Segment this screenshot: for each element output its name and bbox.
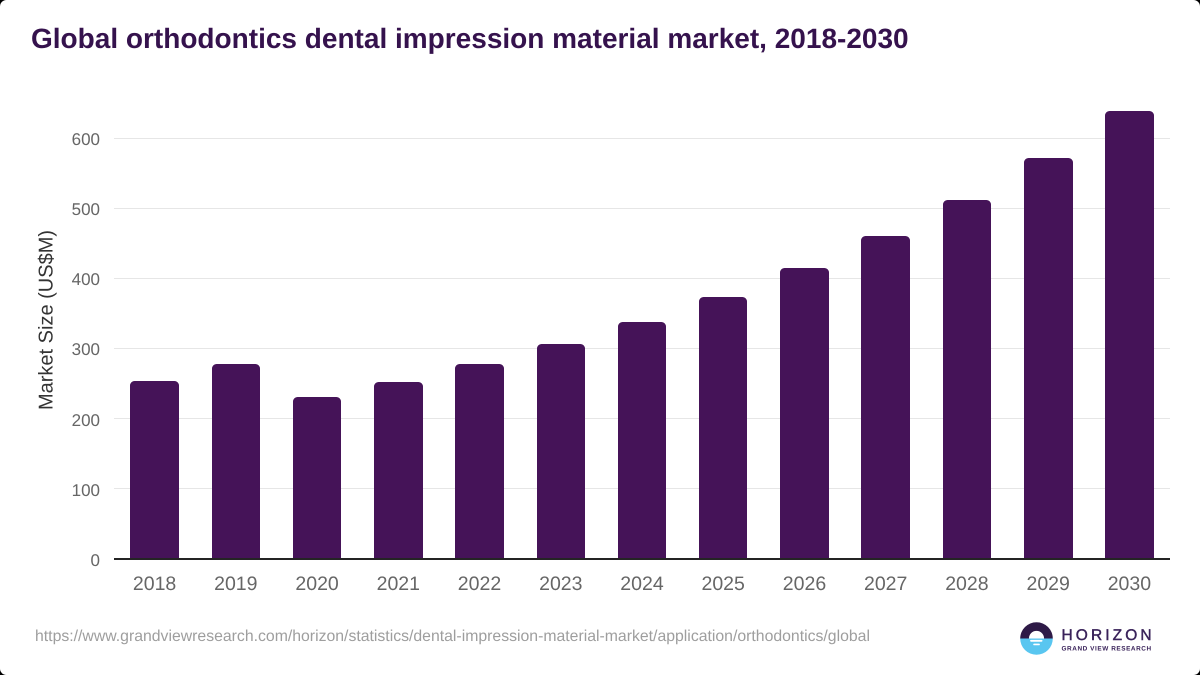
svg-text:GRAND VIEW RESEARCH: GRAND VIEW RESEARCH [1061,646,1151,653]
svg-text:HORIZON: HORIZON [1061,627,1151,644]
